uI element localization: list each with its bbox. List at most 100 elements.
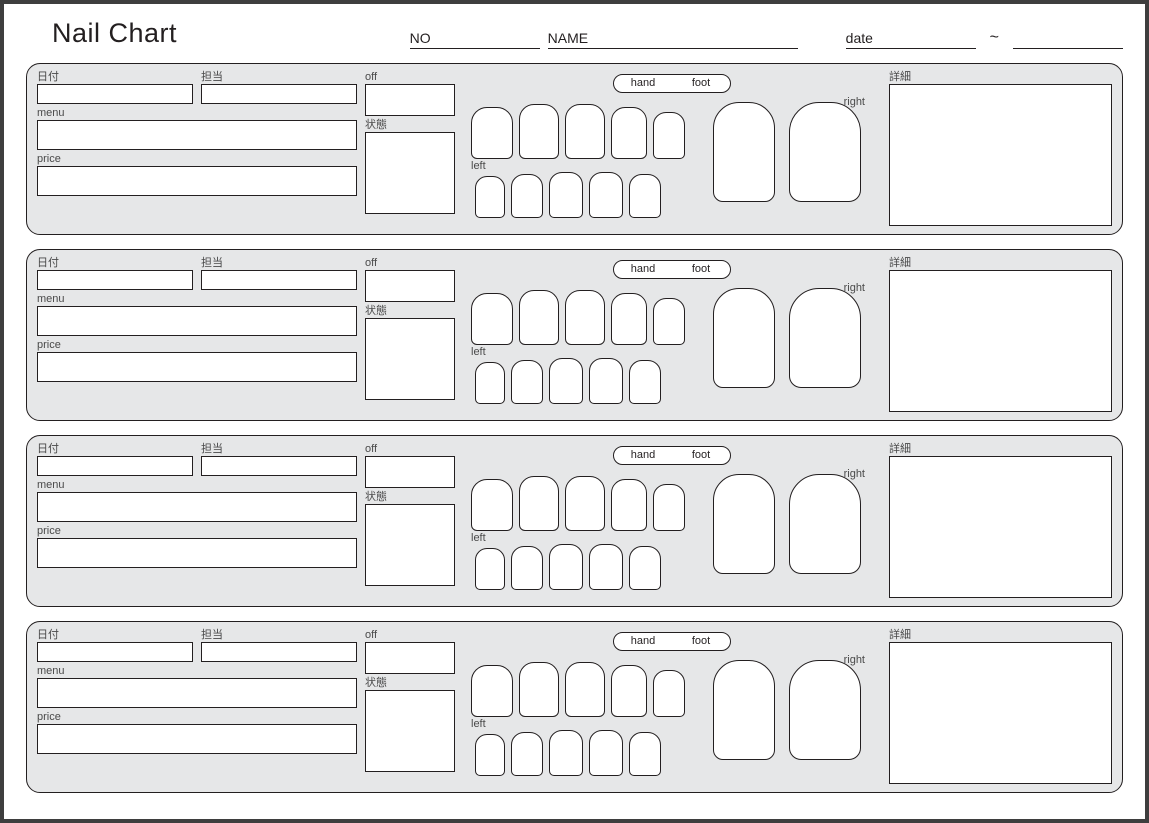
date-field-wrap: 日付 xyxy=(37,630,193,662)
hand-option[interactable]: hand xyxy=(614,633,672,650)
foot-option[interactable]: foot xyxy=(672,447,730,464)
nail-shape[interactable] xyxy=(589,730,623,776)
staff-input[interactable] xyxy=(201,270,357,290)
nail-shape[interactable] xyxy=(629,546,661,590)
nail-shape[interactable] xyxy=(653,298,685,345)
nail-shape[interactable] xyxy=(713,474,775,574)
nail-shape[interactable] xyxy=(589,358,623,404)
date-input[interactable] xyxy=(37,456,193,476)
nail-shape[interactable] xyxy=(511,732,543,776)
condition-input[interactable] xyxy=(365,318,455,400)
nail-shape[interactable] xyxy=(475,548,505,590)
name-field[interactable]: NAME xyxy=(548,27,798,49)
staff-input[interactable] xyxy=(201,456,357,476)
hand-foot-toggle[interactable]: hand foot xyxy=(613,446,731,465)
nail-shape[interactable] xyxy=(653,670,685,717)
nail-shape[interactable] xyxy=(611,107,647,159)
nail-shape[interactable] xyxy=(475,362,505,404)
date-input[interactable] xyxy=(37,642,193,662)
nail-shape[interactable] xyxy=(549,544,583,590)
menu-input[interactable] xyxy=(37,492,357,522)
nail-shape[interactable] xyxy=(789,474,861,574)
price-input[interactable] xyxy=(37,352,357,382)
price-input[interactable] xyxy=(37,538,357,568)
nail-shape[interactable] xyxy=(565,290,605,345)
nail-shape[interactable] xyxy=(629,360,661,404)
detail-input[interactable] xyxy=(889,270,1112,412)
detail-input[interactable] xyxy=(889,84,1112,226)
off-input[interactable] xyxy=(365,456,455,488)
hand-option[interactable]: hand xyxy=(614,75,672,92)
nail-shape[interactable] xyxy=(629,732,661,776)
hand-option[interactable]: hand xyxy=(614,261,672,278)
detail-input[interactable] xyxy=(889,456,1112,598)
foot-option[interactable]: foot xyxy=(672,261,730,278)
price-input[interactable] xyxy=(37,724,357,754)
menu-input[interactable] xyxy=(37,306,357,336)
nail-shape[interactable] xyxy=(653,112,685,159)
nail-shape[interactable] xyxy=(629,174,661,218)
hand-foot-toggle[interactable]: hand foot xyxy=(613,74,731,93)
nail-shape[interactable] xyxy=(549,358,583,404)
nail-shape[interactable] xyxy=(475,176,505,218)
staff-input[interactable] xyxy=(201,642,357,662)
nail-shape[interactable] xyxy=(471,665,513,717)
nail-shape[interactable] xyxy=(519,290,559,345)
condition-input[interactable] xyxy=(365,504,455,586)
condition-input[interactable] xyxy=(365,690,455,772)
no-field[interactable]: NO xyxy=(410,27,540,49)
nail-shape[interactable] xyxy=(589,544,623,590)
nail-shape[interactable] xyxy=(519,104,559,159)
nail-shape[interactable] xyxy=(471,107,513,159)
nail-shape[interactable] xyxy=(789,660,861,760)
nail-shape[interactable] xyxy=(519,476,559,531)
hand-foot-toggle[interactable]: hand foot xyxy=(613,632,731,651)
foot-option[interactable]: foot xyxy=(672,633,730,650)
nail-shape[interactable] xyxy=(511,174,543,218)
foot-option[interactable]: foot xyxy=(672,75,730,92)
condition-input[interactable] xyxy=(365,132,455,214)
hand-option[interactable]: hand xyxy=(614,447,672,464)
date-input[interactable] xyxy=(37,84,193,104)
nail-shape[interactable] xyxy=(471,293,513,345)
date-input[interactable] xyxy=(37,270,193,290)
off-input[interactable] xyxy=(365,642,455,674)
staff-input[interactable] xyxy=(201,84,357,104)
hand-foot-toggle[interactable]: hand foot xyxy=(613,260,731,279)
nail-shape[interactable] xyxy=(611,293,647,345)
nail-shape[interactable] xyxy=(565,662,605,717)
detail-input[interactable] xyxy=(889,642,1112,784)
nail-shape[interactable] xyxy=(549,730,583,776)
nail-shape[interactable] xyxy=(511,546,543,590)
off-input[interactable] xyxy=(365,84,455,116)
nail-shape[interactable] xyxy=(565,104,605,159)
date-to-field[interactable] xyxy=(1013,27,1123,49)
nail-shape[interactable] xyxy=(789,102,861,202)
menu-input[interactable] xyxy=(37,678,357,708)
nail-shape[interactable] xyxy=(789,288,861,388)
nail-shape[interactable] xyxy=(519,662,559,717)
nail-shape[interactable] xyxy=(589,172,623,218)
nail-diagram: hand foot right left xyxy=(463,72,881,226)
nail-shape[interactable] xyxy=(471,479,513,531)
nail-shape[interactable] xyxy=(475,734,505,776)
nail-shape[interactable] xyxy=(565,476,605,531)
condition-field-wrap: 状態 xyxy=(365,492,455,586)
nail-diagram: hand foot right left xyxy=(463,630,881,784)
off-input[interactable] xyxy=(365,270,455,302)
menu-input[interactable] xyxy=(37,120,357,150)
nail-shape[interactable] xyxy=(713,660,775,760)
nail-shape[interactable] xyxy=(611,665,647,717)
nail-shape[interactable] xyxy=(713,288,775,388)
price-input[interactable] xyxy=(37,166,357,196)
date-from-field[interactable]: date xyxy=(846,27,976,49)
nail-shape[interactable] xyxy=(549,172,583,218)
date-label: 日付 xyxy=(37,444,193,455)
staff-label: 担当 xyxy=(201,72,357,83)
nail-shape[interactable] xyxy=(713,102,775,202)
nail-shape[interactable] xyxy=(611,479,647,531)
name-label: NAME xyxy=(548,30,588,46)
nail-shape[interactable] xyxy=(653,484,685,531)
side-block: off 状態 xyxy=(365,72,455,226)
nail-shape[interactable] xyxy=(511,360,543,404)
